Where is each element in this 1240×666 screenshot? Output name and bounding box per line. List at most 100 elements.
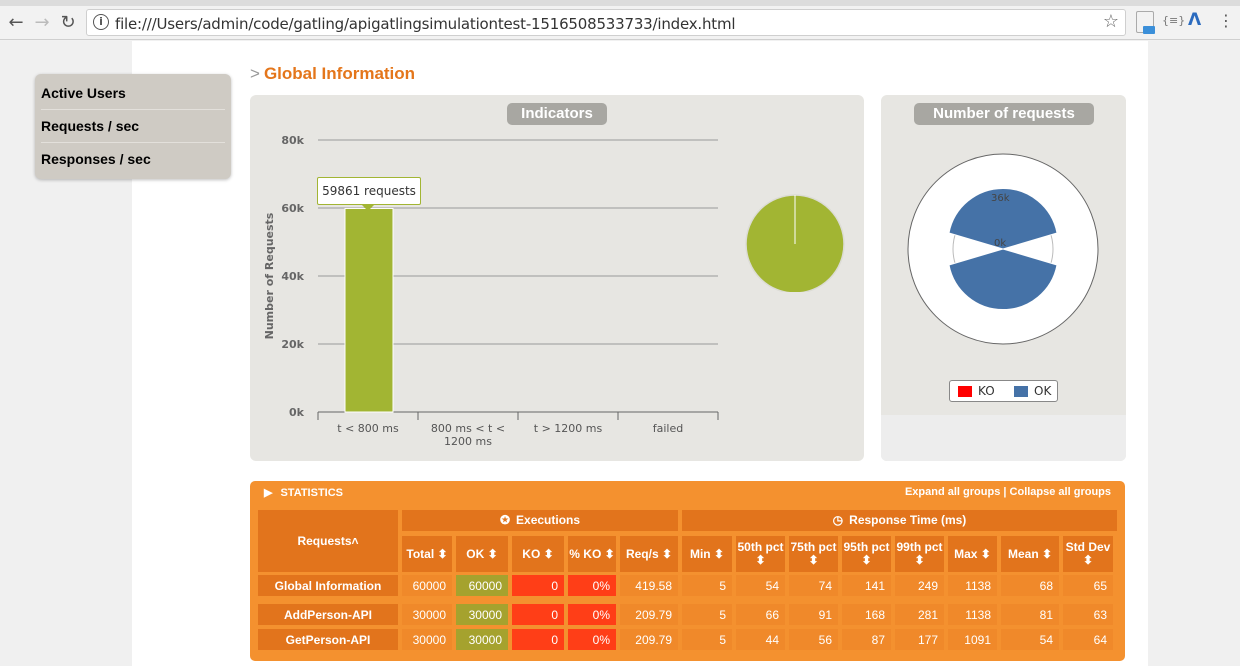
column-header-total[interactable]: Total ⬍ <box>402 536 452 572</box>
column-header-min[interactable]: Min ⬍ <box>682 536 732 572</box>
lambda-extension-icon[interactable]: Λ <box>1188 10 1202 30</box>
section-title-text: Global Information <box>263 64 416 83</box>
number-of-requests-title: Number of requests <box>914 103 1094 125</box>
table-cell: 281 <box>895 604 944 625</box>
menu-icon[interactable]: ⋮ <box>1218 11 1234 30</box>
legend-ko-label[interactable]: KO <box>978 384 995 398</box>
executions-group-header: ✪ Executions <box>402 510 678 531</box>
x-tick-label: failed <box>653 422 683 435</box>
sidebar-item-requests-per-sec[interactable]: Requests / sec <box>41 110 225 143</box>
table-cell: 56 <box>789 629 838 650</box>
column-header-mean[interactable]: Mean ⬍ <box>1001 536 1059 572</box>
link-separator: | <box>1003 486 1007 498</box>
table-cell: 66 <box>736 604 785 625</box>
y-tick-label: 60k <box>281 202 304 215</box>
table-cell: 44 <box>736 629 785 650</box>
polar-tick-outer: 36k <box>991 193 1010 204</box>
extension-off-icon[interactable] <box>1136 11 1155 34</box>
table-cell: 0% <box>568 629 616 650</box>
column-header-ko[interactable]: KO ⬍ <box>512 536 564 572</box>
tooltip-arrow <box>362 205 374 211</box>
column-header-max[interactable]: Max ⬍ <box>948 536 997 572</box>
table-cell: 54 <box>1001 629 1059 650</box>
y-tick-label: 80k <box>281 134 304 147</box>
table-cell: 249 <box>895 575 944 596</box>
column-header-ok[interactable]: OK ⬍ <box>456 536 508 572</box>
polar-slice-lower <box>948 248 1058 310</box>
sidebar-menu: Active Users Requests / sec Responses / … <box>35 74 231 179</box>
table-cell: 419.58 <box>620 575 678 596</box>
collapse-all-link[interactable]: Collapse all groups <box>1009 486 1111 498</box>
column-header-req-s[interactable]: Req/s ⬍ <box>620 536 678 572</box>
y-tick-label: 20k <box>281 338 304 351</box>
table-cell: 87 <box>842 629 891 650</box>
chevron-right-icon: > <box>250 64 260 83</box>
y-tick-label: 40k <box>281 270 304 283</box>
column-requests-header[interactable]: Requests ˄ <box>258 510 398 572</box>
indicators-title: Indicators <box>507 103 607 125</box>
executions-icon: ✪ <box>499 513 511 527</box>
info-icon[interactable]: i <box>93 14 109 30</box>
sort-asc-icon: ˄ <box>351 533 359 548</box>
response-time-group-header: ◷ Response Time (ms) <box>682 510 1117 531</box>
table-cell: 0% <box>568 575 616 596</box>
table-cell: 68 <box>1001 575 1059 596</box>
tab-strip <box>0 0 1240 6</box>
sidebar-item-active-users[interactable]: Active Users <box>41 77 225 110</box>
table-cell: 60000 <box>456 575 508 596</box>
executions-label: Executions <box>516 513 581 527</box>
legend-ok-swatch <box>1014 386 1028 397</box>
statistics-title[interactable]: ▶ STATISTICS <box>264 486 343 499</box>
row-label[interactable]: AddPerson-API <box>258 604 398 625</box>
back-icon[interactable]: ← <box>8 12 24 33</box>
table-cell: 81 <box>1001 604 1059 625</box>
table-cell: 209.79 <box>620 604 678 625</box>
statistics-title-text: STATISTICS <box>280 487 344 499</box>
json-extension-icon[interactable]: {≡} <box>1162 14 1186 27</box>
table-cell: 1091 <box>948 629 997 650</box>
row-label[interactable]: Global Information <box>258 575 398 596</box>
indicators-pie-chart <box>745 194 845 292</box>
table-cell: 63 <box>1063 604 1113 625</box>
reload-icon[interactable]: ↻ <box>60 12 76 33</box>
table-cell: 5 <box>682 575 732 596</box>
x-tick-label: t < 800 ms <box>337 422 399 435</box>
table-cell: 65 <box>1063 575 1113 596</box>
clock-icon: ◷ <box>832 513 844 527</box>
legend-ok-label[interactable]: OK <box>1034 384 1052 398</box>
polar-slice-upper <box>948 188 1058 250</box>
sidebar-item-responses-per-sec[interactable]: Responses / sec <box>41 151 151 167</box>
column-header--ko[interactable]: % KO ⬍ <box>568 536 616 572</box>
expand-all-link[interactable]: Expand all groups <box>904 486 1001 498</box>
column-header-99th-pct[interactable]: 99th pct ⬍ <box>895 536 944 572</box>
expand-arrow-icon: ▶ <box>264 487 273 499</box>
requests-header-label: Requests <box>297 533 352 548</box>
table-cell: 5 <box>682 604 732 625</box>
column-header-95th-pct[interactable]: 95th pct ⬍ <box>842 536 891 572</box>
table-cell: 209.79 <box>620 629 678 650</box>
indicators-panel: Indicators 0k 20k 40k 60k 80k Number of Reque… <box>250 95 864 461</box>
column-header-75th-pct[interactable]: 75th pct ⬍ <box>789 536 838 572</box>
y-axis-label: Number of Requests <box>263 212 276 339</box>
polar-tick-inner: 0k <box>994 238 1006 249</box>
address-bar[interactable]: i file:///Users/admin/code/gatling/apiga… <box>86 9 1126 36</box>
table-cell: 91 <box>789 604 838 625</box>
table-cell: 54 <box>736 575 785 596</box>
indicators-bar-chart: 0k 20k 40k 60k 80k Number of Requests t < 800 … <box>263 134 719 448</box>
column-header-50th-pct[interactable]: 50th pct ⬍ <box>736 536 785 572</box>
table-cell: 1138 <box>948 575 997 596</box>
y-tick-label: 0k <box>289 406 305 419</box>
row-label[interactable]: GetPerson-API <box>258 629 398 650</box>
polar-chart: 36k 0k <box>907 153 1099 345</box>
legend-ko-swatch <box>958 386 972 397</box>
section-title: > Global Information <box>250 64 415 84</box>
column-header-std-dev[interactable]: Std Dev ⬍ <box>1063 536 1113 572</box>
table-cell: 64 <box>1063 629 1113 650</box>
table-cell: 74 <box>789 575 838 596</box>
table-cell: 177 <box>895 629 944 650</box>
bookmark-star-icon[interactable]: ☆ <box>1102 11 1119 32</box>
url-text[interactable]: file:///Users/admin/code/gatling/apigatl… <box>115 15 736 33</box>
table-cell: 0 <box>512 629 564 650</box>
forward-icon[interactable]: → <box>34 12 50 33</box>
response-time-label: Response Time (ms) <box>849 513 967 527</box>
